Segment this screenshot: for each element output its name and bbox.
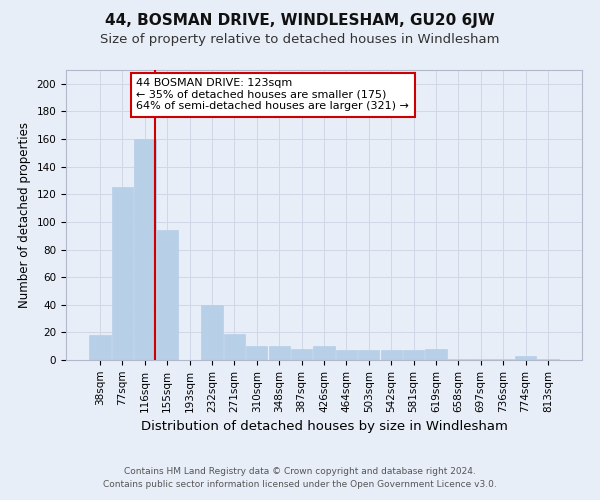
- X-axis label: Distribution of detached houses by size in Windlesham: Distribution of detached houses by size …: [140, 420, 508, 433]
- Bar: [134, 139, 155, 360]
- Bar: [403, 350, 424, 360]
- Bar: [493, 358, 514, 360]
- Bar: [425, 349, 446, 360]
- Text: 44 BOSMAN DRIVE: 123sqm
← 35% of detached houses are smaller (175)
64% of semi-d: 44 BOSMAN DRIVE: 123sqm ← 35% of detache…: [136, 78, 409, 112]
- Y-axis label: Number of detached properties: Number of detached properties: [18, 122, 31, 308]
- Bar: [380, 350, 402, 360]
- Bar: [157, 230, 178, 360]
- Bar: [336, 350, 357, 360]
- Bar: [89, 335, 111, 360]
- Bar: [448, 358, 469, 360]
- Bar: [358, 350, 379, 360]
- Bar: [537, 358, 559, 360]
- Bar: [515, 356, 536, 360]
- Bar: [112, 188, 133, 360]
- Text: 44, BOSMAN DRIVE, WINDLESHAM, GU20 6JW: 44, BOSMAN DRIVE, WINDLESHAM, GU20 6JW: [105, 12, 495, 28]
- Bar: [224, 334, 245, 360]
- Text: Contains HM Land Registry data © Crown copyright and database right 2024.
Contai: Contains HM Land Registry data © Crown c…: [103, 467, 497, 489]
- Bar: [291, 349, 312, 360]
- Bar: [202, 305, 223, 360]
- Text: Size of property relative to detached houses in Windlesham: Size of property relative to detached ho…: [100, 32, 500, 46]
- Bar: [470, 358, 491, 360]
- Bar: [269, 346, 290, 360]
- Bar: [313, 346, 335, 360]
- Bar: [246, 346, 268, 360]
